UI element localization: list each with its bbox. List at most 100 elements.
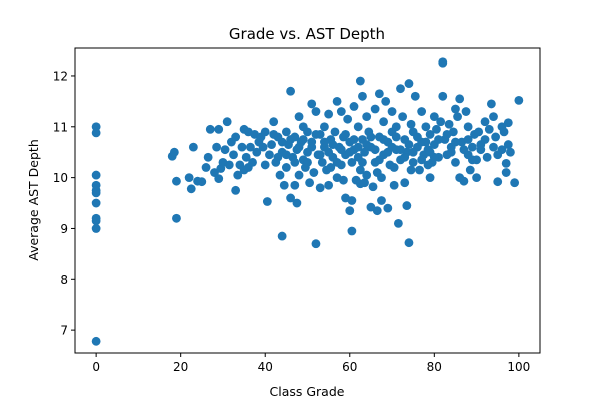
data-point bbox=[339, 175, 348, 185]
data-point bbox=[275, 170, 285, 180]
data-point bbox=[328, 140, 338, 149]
data-point bbox=[214, 174, 224, 184]
data-point bbox=[370, 145, 380, 155]
data-point bbox=[372, 168, 382, 177]
data-point bbox=[233, 170, 243, 180]
data-point bbox=[370, 104, 380, 114]
plot-frame bbox=[74, 47, 541, 354]
data-point bbox=[91, 198, 101, 208]
data-point bbox=[345, 147, 355, 157]
x-tick-label: 40 bbox=[258, 360, 273, 374]
data-point bbox=[486, 99, 496, 109]
data-point bbox=[434, 135, 443, 144]
data-point bbox=[438, 57, 448, 67]
data-point bbox=[461, 107, 471, 116]
data-point bbox=[252, 147, 262, 157]
data-point bbox=[415, 165, 424, 175]
data-point bbox=[307, 99, 317, 109]
data-point bbox=[91, 224, 101, 233]
data-point bbox=[484, 124, 494, 134]
data-point bbox=[197, 177, 207, 187]
data-point bbox=[91, 216, 101, 226]
data-point bbox=[514, 95, 524, 105]
data-point bbox=[474, 127, 484, 137]
data-point bbox=[459, 176, 469, 186]
y-tick-label: 9 bbox=[60, 222, 68, 236]
data-point bbox=[417, 155, 427, 165]
data-point bbox=[224, 160, 234, 170]
data-point bbox=[330, 127, 340, 137]
data-point bbox=[294, 112, 304, 122]
data-point bbox=[429, 112, 439, 122]
data-point bbox=[294, 170, 304, 180]
data-point bbox=[203, 152, 213, 162]
data-point bbox=[400, 178, 410, 188]
y-tick-label: 10 bbox=[53, 171, 68, 185]
data-point bbox=[472, 173, 481, 183]
data-point bbox=[347, 196, 357, 205]
data-point bbox=[260, 127, 270, 137]
x-tick-label: 80 bbox=[427, 360, 442, 374]
data-point bbox=[294, 142, 304, 152]
x-tick-label: 100 bbox=[507, 360, 530, 374]
data-point bbox=[362, 112, 372, 122]
data-point bbox=[303, 127, 312, 137]
y-tick-label: 12 bbox=[53, 69, 68, 83]
data-point bbox=[368, 182, 378, 192]
data-point bbox=[332, 157, 342, 167]
data-point bbox=[315, 183, 325, 193]
data-point bbox=[246, 142, 255, 152]
data-point bbox=[446, 147, 456, 157]
data-point bbox=[169, 147, 179, 157]
data-point bbox=[281, 127, 291, 137]
data-point bbox=[482, 152, 492, 162]
data-point bbox=[281, 163, 291, 172]
data-point bbox=[172, 176, 181, 186]
data-point bbox=[436, 117, 446, 127]
data-point bbox=[290, 157, 300, 167]
data-point bbox=[311, 239, 321, 249]
data-point bbox=[241, 152, 251, 162]
y-tick-label: 11 bbox=[53, 120, 68, 134]
data-point bbox=[417, 107, 427, 116]
data-point bbox=[237, 142, 247, 152]
data-point bbox=[463, 135, 473, 144]
data-point bbox=[453, 112, 462, 122]
data-point bbox=[91, 122, 101, 132]
data-point bbox=[455, 94, 465, 104]
data-point bbox=[307, 142, 317, 152]
x-tick-label: 0 bbox=[92, 360, 100, 374]
data-point bbox=[476, 140, 486, 149]
data-point bbox=[231, 132, 241, 142]
data-point bbox=[277, 231, 287, 241]
data-point bbox=[311, 107, 321, 116]
x-tick-label: 60 bbox=[342, 360, 357, 374]
data-point bbox=[389, 180, 399, 190]
data-point bbox=[281, 150, 291, 160]
data-point bbox=[336, 107, 346, 116]
data-point bbox=[413, 132, 422, 142]
data-point bbox=[298, 135, 308, 144]
data-point bbox=[489, 142, 498, 152]
data-point bbox=[286, 86, 295, 96]
data-point bbox=[353, 122, 363, 132]
data-point bbox=[231, 185, 241, 195]
data-point bbox=[442, 130, 452, 139]
y-axis-ticks: 7 8 9 10 11 12 bbox=[53, 69, 75, 338]
data-point bbox=[279, 180, 289, 190]
data-point bbox=[491, 132, 501, 142]
data-point bbox=[404, 140, 414, 149]
data-point bbox=[262, 197, 272, 206]
data-point bbox=[503, 118, 513, 128]
data-point bbox=[320, 137, 329, 147]
data-point bbox=[410, 91, 420, 101]
data-point bbox=[269, 117, 279, 127]
data-point bbox=[324, 180, 334, 190]
data-point bbox=[292, 198, 302, 208]
data-point bbox=[404, 79, 414, 88]
data-points bbox=[91, 57, 524, 346]
data-point bbox=[438, 91, 448, 101]
y-tick-label: 8 bbox=[60, 273, 68, 287]
data-point bbox=[425, 130, 435, 139]
data-point bbox=[260, 160, 270, 170]
